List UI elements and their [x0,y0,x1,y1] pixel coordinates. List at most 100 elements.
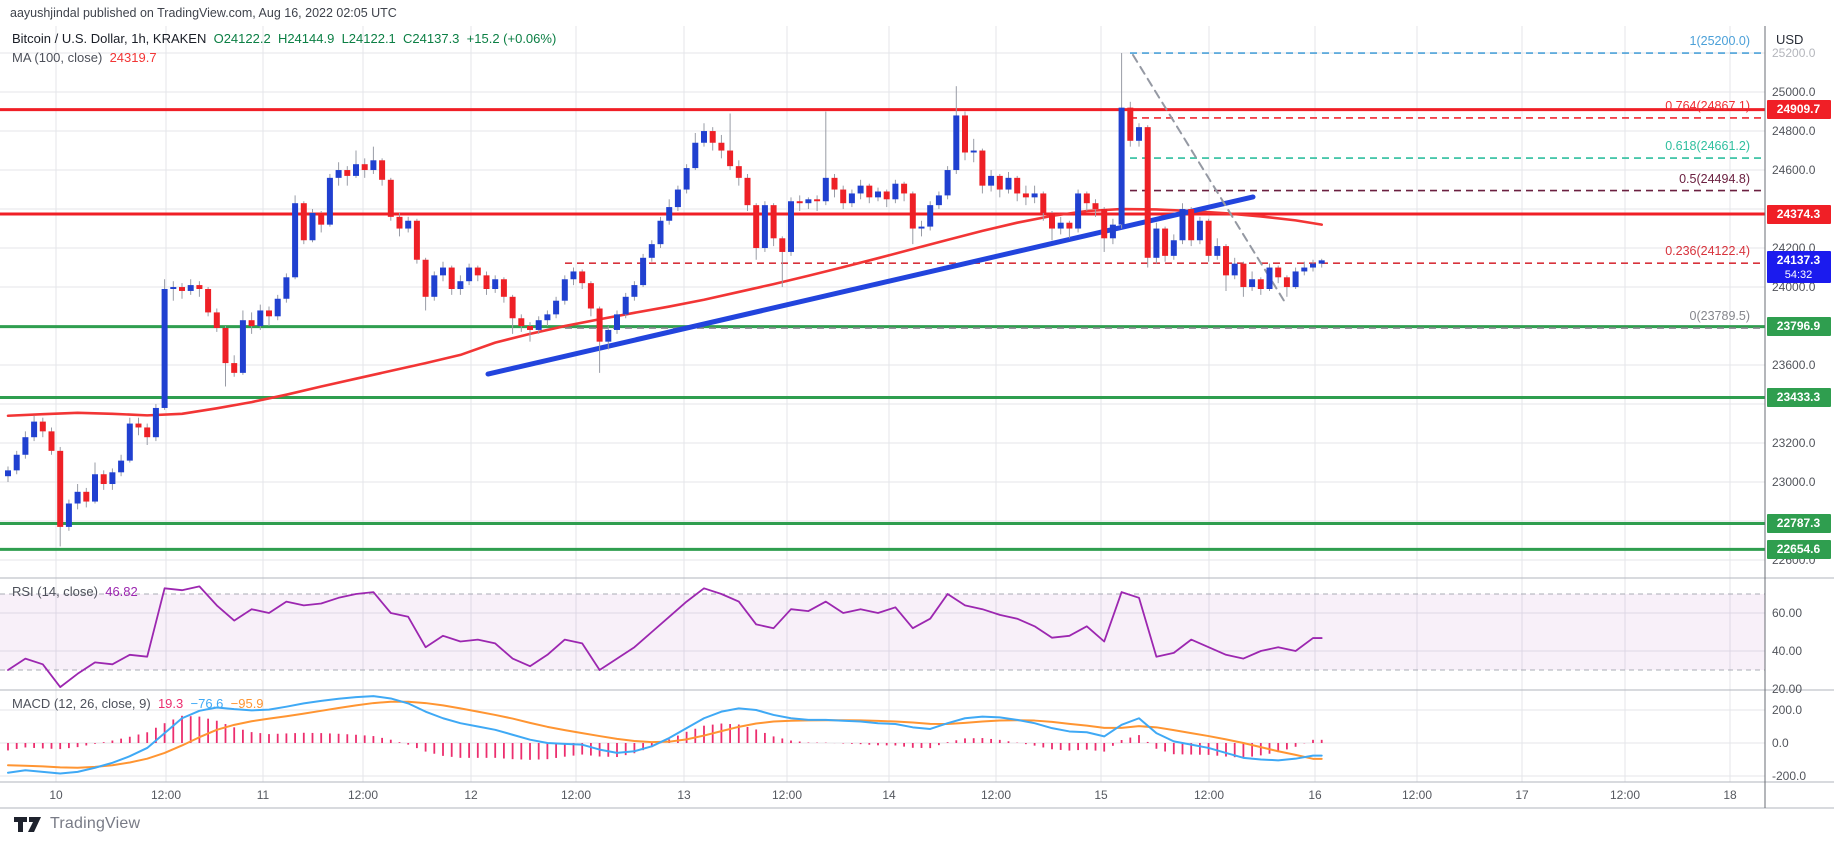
candle-body [788,201,794,252]
candle-body [118,460,125,473]
candle-body [466,267,473,282]
candle-body [1249,279,1256,288]
candle-body [770,205,777,239]
candle-body [309,212,316,241]
candle-body [805,199,812,204]
candle-body [962,115,968,153]
trendline-solid [485,194,1256,377]
candle-body [152,407,159,438]
price-tag: 22654.6 [1766,539,1831,559]
rsi-legend-row[interactable]: RSI (14, close) 46.82 [12,584,138,599]
time-axis-label: 12:00 [347,788,379,802]
price-tag-value: 22787.3 [1776,516,1821,531]
time-axis-label: 12:00 [150,788,182,802]
candle-body [266,310,272,317]
time-axis-label: 12:00 [1609,788,1641,802]
candle-body [814,199,821,202]
candle-body [1214,246,1221,256]
candle-body [326,177,333,225]
ma-legend-row[interactable]: MA (100, close) 24319.7 [12,50,157,65]
candle-body [1257,279,1264,290]
candle-body [335,170,342,178]
candle-body [1118,107,1125,225]
candle-body [622,296,629,315]
candle-body [448,267,455,290]
fib-level-label: 1(25200.0) [1689,34,1750,49]
candle-body [109,472,116,485]
candle-body [709,131,716,143]
rsi-axis-label: 60.00 [1772,606,1803,620]
footer-brand[interactable]: TradingView [14,815,140,833]
candle-body [39,421,46,432]
candle-body [996,175,1003,190]
candle-body [674,189,681,208]
candle-body [953,115,960,171]
candle-body [701,131,707,143]
candle-body [1318,260,1325,264]
candle-body [875,191,881,198]
time-axis-label: 18 [1723,788,1737,802]
ohlc-close: C24137.3 [403,31,460,46]
candle-body [970,150,977,153]
candle-body [431,275,438,297]
candle-body [1196,220,1203,241]
ohlc-open: O24122.2 [213,31,271,46]
candle-body [1223,246,1229,276]
price-tag-value: 22654.6 [1776,541,1821,556]
ma-value: 24319.7 [109,50,157,65]
candle-body [361,164,368,171]
time-axis-label: 14 [882,788,896,802]
fib-level-label: 0.764(24867.1) [1665,98,1750,113]
candle-body [170,287,177,290]
candle-body [196,285,203,290]
rsi-line [7,585,1323,688]
ohlc-change: +15.2 (+0.06%) [466,31,557,46]
candle-body [1040,193,1047,213]
price-axis-label: 24000.0 [1772,280,1816,295]
candle-body [353,164,359,176]
candle-body [692,142,699,169]
price-axis-label: 23600.0 [1772,358,1816,373]
candle-body [570,271,577,280]
macd-line-value: −76.6 [190,696,224,711]
candle-body [640,257,647,286]
candle-body [239,320,246,373]
macd-signal-value: −95.9 [230,696,264,711]
rsi-name: RSI (14, close) [12,584,98,599]
candle-body [396,216,403,229]
candle-body [187,285,194,291]
candle-body [1066,222,1073,229]
candle-body [126,423,133,461]
rsi-value: 46.82 [105,584,138,599]
macd-legend-row[interactable]: MACD (12, 26, close, 9) 19.3 −76.6 −95.9 [12,696,264,711]
candle-body [483,275,490,290]
candle-body [657,220,664,245]
bar-countdown: 54:32 [1784,268,1813,281]
candle-body [587,283,594,309]
candle-body [509,296,516,319]
price-tag-value: 24909.7 [1776,102,1821,117]
price-tag: 24909.7 [1766,100,1831,120]
candle-body [457,281,464,290]
time-axis-label: 16 [1308,788,1322,802]
candle-body [413,220,420,260]
candle-body [918,226,925,229]
candle-body [909,193,916,229]
symbol-legend-row[interactable]: Bitcoin / U.S. Dollar, 1h, KRAKEN O24122… [12,31,556,46]
price-axis-label: 23200.0 [1772,436,1816,451]
time-axis-label: 13 [677,788,691,802]
candle-body [500,279,507,297]
candle-body [1005,177,1012,190]
price-tag: 22787.3 [1766,514,1831,534]
time-axis-label: 11 [256,788,270,802]
candle-body [1144,127,1151,258]
time-axis-label: 12:00 [560,788,592,802]
candle-body [1109,224,1116,239]
macd-axis-label: 200.0 [1772,703,1803,717]
candle-body [579,271,586,284]
candle-body [1275,267,1282,278]
candle-body [100,474,107,485]
candle-body [405,220,412,229]
